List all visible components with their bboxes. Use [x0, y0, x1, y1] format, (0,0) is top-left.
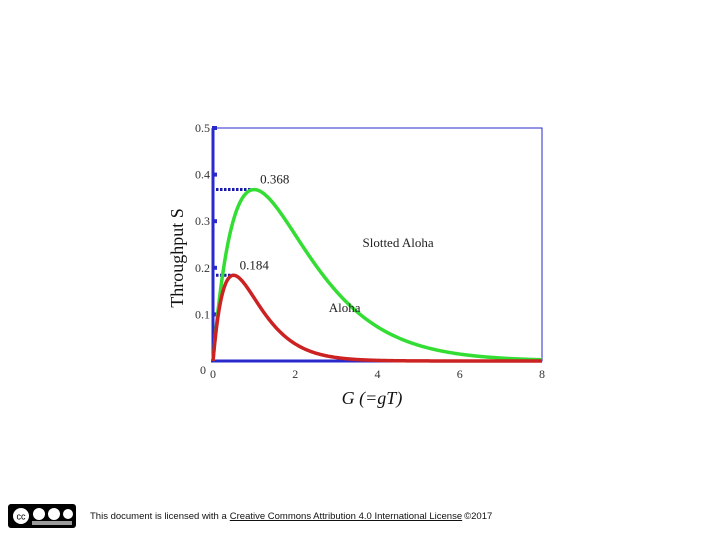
aloha-series-label: Aloha: [329, 300, 361, 315]
x-axis-title: G (=gT): [342, 388, 403, 409]
svg-text:cc: cc: [17, 512, 27, 522]
y-tick-label: 0.2: [195, 261, 210, 275]
license-link[interactable]: Creative Commons Attribution 4.0 Interna…: [229, 510, 463, 522]
origin-label: 0: [200, 363, 206, 377]
x-tick-label: 6: [457, 367, 463, 381]
slotted-aloha-peak-label: 0.368: [260, 172, 289, 187]
aloha-curve: [211, 273, 542, 363]
y-tick-label: 0.1: [195, 307, 210, 321]
y-tick-label: 0.3: [195, 214, 210, 228]
throughput-chart: 0.1 0.2 0.3 0.4 0.5 0 2 4 6 8 0.368 0.184 Slotted …: [167, 121, 545, 409]
x-tick-label: 2: [292, 367, 298, 381]
y-tick-mark: [212, 172, 217, 177]
x-tick-label: 8: [539, 367, 545, 381]
license-footer: cc This document is licensed with a Crea…: [8, 502, 708, 530]
license-suffix: ©2017: [464, 510, 493, 522]
y-tick-mark: [212, 126, 217, 130]
y-tick-mark: [212, 312, 217, 317]
y-tick-mark: [212, 219, 217, 224]
y-tick-label: 0.4: [195, 168, 210, 182]
y-axis-title: Throughput S: [167, 208, 187, 308]
x-tick-label: 0: [210, 367, 216, 381]
aloha-peak-label: 0.184: [240, 257, 270, 272]
y-tick-mark: [212, 265, 217, 270]
cc-by-nc-sa-icon: cc: [8, 504, 76, 528]
slotted-aloha-curve: [211, 187, 543, 362]
y-tick-label: 0.5: [195, 121, 210, 135]
slotted-aloha-series-label: Slotted Aloha: [362, 235, 433, 250]
x-tick-label: 4: [375, 367, 381, 381]
license-prefix: This document is licensed with a: [90, 510, 227, 522]
